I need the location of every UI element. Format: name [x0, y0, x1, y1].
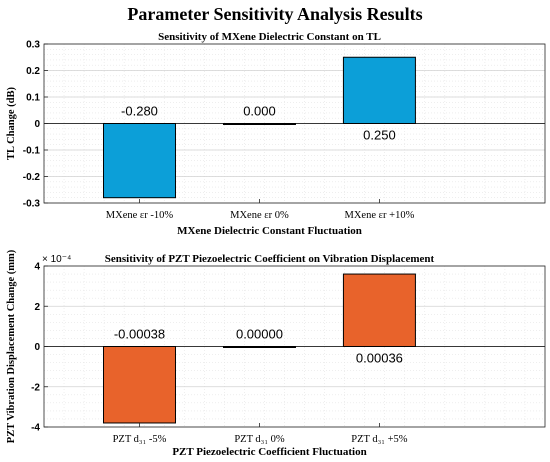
x-tick-label: PZT d₃₁ -5%	[113, 434, 167, 445]
x-tick-label: PZT d₃₁ 0%	[234, 434, 285, 445]
chart-title: Sensitivity of PZT Piezoelectric Coeffic…	[105, 253, 435, 265]
y-axis-label: PZT Vibration Displacement Change (mm)	[6, 249, 17, 443]
x-tick-label: PZT d₃₁ +5%	[351, 434, 407, 445]
chart-title: Sensitivity of MXene Dielectric Constant…	[158, 31, 381, 43]
y-tick-label: 0.2	[26, 66, 40, 77]
data-label: 0.00036	[356, 351, 403, 366]
data-label: 0.000	[243, 104, 276, 119]
y-tick-label: -4	[31, 423, 40, 434]
data-label: -0.280	[121, 104, 158, 119]
y-tick-label: 0	[34, 342, 40, 353]
bar	[102, 346, 176, 424]
y-axis-label: TL Change (dB)	[6, 87, 17, 160]
y-tick-label: 2	[34, 302, 40, 313]
y-tick-label: 4	[34, 262, 40, 273]
chart-panel-pzt: -0.00038 0.00000 0.00036 -4 -2 0 2 4 PZT d₃₁ -5%…	[6, 249, 546, 458]
y-tick-label: -0.3	[23, 199, 41, 210]
data-label: -0.00038	[114, 327, 165, 342]
x-axis-label: MXene Dielectric Constant Fluctuation	[177, 225, 362, 237]
y-tick-label: 0.1	[26, 93, 40, 104]
x-tick-label: MXene εr 0%	[230, 210, 289, 221]
data-label: 0.250	[363, 128, 396, 143]
y-tick-label: -0.1	[23, 146, 41, 157]
x-tick-label: MXene εr +10%	[345, 210, 415, 221]
axis-exponent-label: × 10⁻⁴	[42, 254, 71, 265]
chart-panel-tl: -0.280 0.000 0.250 -0.3 -0.2 -0.1 0 0.1 0.2 0.3 MX…	[6, 31, 546, 237]
x-axis-label: PZT Piezoelectric Coefficient Fluctuatio…	[172, 446, 366, 458]
y-tick-label: -0.2	[23, 172, 41, 183]
bar	[342, 273, 416, 347]
y-tick-label: 0.3	[26, 40, 40, 51]
bar	[342, 56, 416, 124]
data-label: 0.00000	[236, 327, 283, 342]
y-tick-label: 0	[34, 119, 40, 130]
bar	[102, 123, 176, 199]
x-tick-label: MXene εr -10%	[106, 210, 174, 221]
y-tick-label: -2	[31, 382, 40, 393]
figure-title: Parameter Sensitivity Analysis Results	[127, 4, 422, 24]
